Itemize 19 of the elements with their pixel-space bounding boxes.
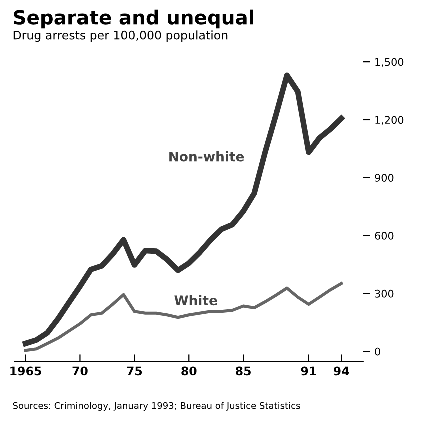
- y-tick-label: 600: [375, 232, 394, 240]
- chart-title: Separate and unequal: [14, 10, 254, 29]
- line-series: [24, 282, 344, 352]
- x-tick-label: 80: [182, 366, 197, 376]
- x-tick-label: 94: [334, 366, 350, 376]
- series-label: White: [174, 295, 218, 306]
- x-tick-label: 1965: [10, 366, 42, 376]
- x-tick-label: 70: [72, 366, 88, 376]
- x-tick-label: 85: [236, 366, 251, 376]
- y-tick-label: 1,500: [376, 58, 404, 68]
- y-tick-label: 900: [375, 174, 394, 182]
- chart-subtitle: Drug arrests per 100,000 population: [14, 30, 228, 42]
- source-note: Sources: Criminology, January 1993; Bureau of Justice Statistics: [13, 402, 300, 411]
- series-label: Non-white: [170, 152, 244, 162]
- x-tick-label: 91: [301, 366, 316, 376]
- y-tick-label: 1,200: [376, 116, 404, 126]
- y-tick-label: 0: [375, 348, 380, 356]
- x-tick-label: 75: [127, 366, 142, 376]
- y-tick-label: 300: [375, 290, 394, 298]
